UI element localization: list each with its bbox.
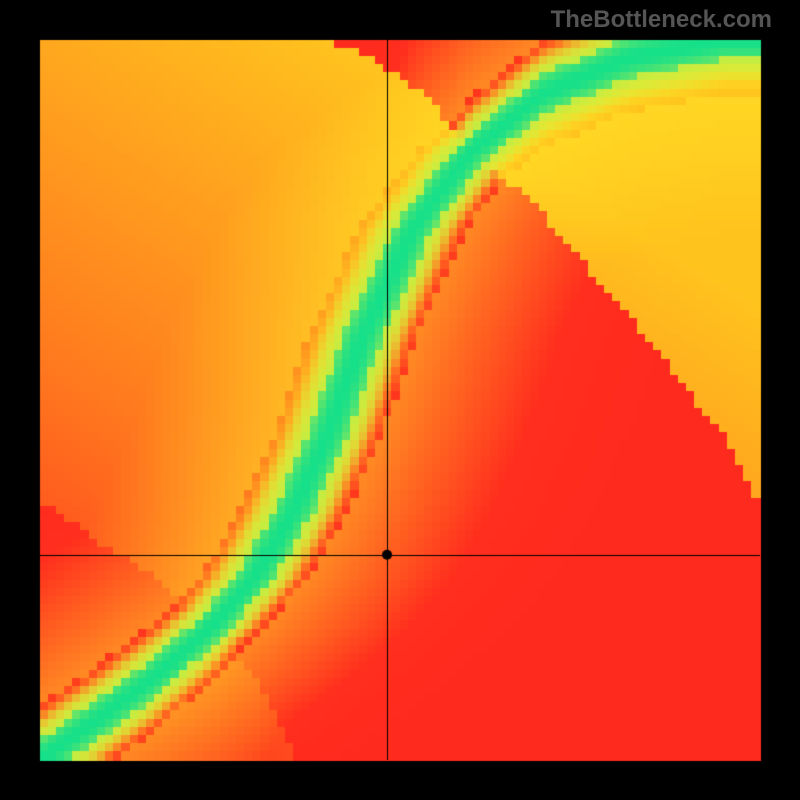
chart-container: TheBottleneck.com [0, 0, 800, 800]
watermark-text: TheBottleneck.com [551, 6, 772, 34]
bottleneck-heatmap [0, 0, 800, 800]
